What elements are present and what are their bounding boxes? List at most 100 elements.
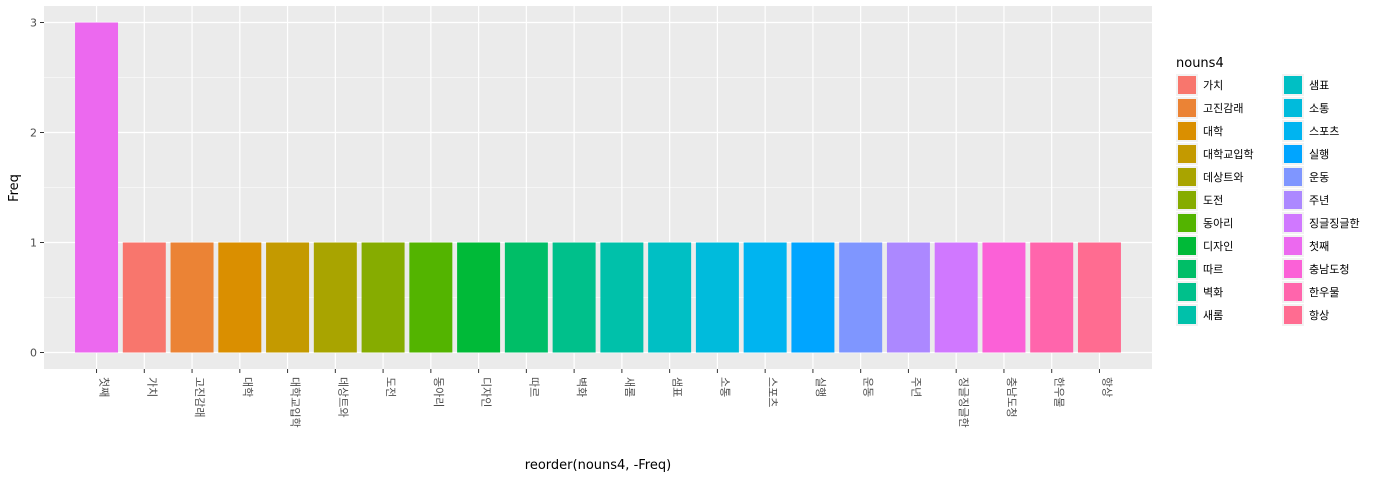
legend-key (1284, 306, 1302, 324)
legend-item-데상트와: 데상트와 (1176, 166, 1243, 188)
bar-실행 (791, 243, 834, 353)
legend-key (1284, 168, 1302, 186)
legend-label: 디자인 (1203, 240, 1233, 253)
legend-key (1284, 214, 1302, 232)
legend-label: 고진감래 (1203, 102, 1243, 115)
x-tick-label: 샘표 (671, 377, 684, 397)
x-tick-label: 충남도청 (1005, 377, 1018, 417)
legend-key (1284, 99, 1302, 117)
legend-key (1284, 237, 1302, 255)
legend-label: 도전 (1203, 194, 1223, 207)
x-tick-label: 소통 (718, 377, 731, 397)
x-tick-label: 실행 (814, 377, 827, 397)
legend-item-디자인: 디자인 (1176, 235, 1233, 257)
x-axis: 첫째 가치 고진감래 대학 대학교입학 데상트와 도전 동아리 디자인 따르 벽화 새롬 샘표 소통 스포츠… (97, 369, 1114, 428)
bar-징글징글한 (935, 243, 978, 353)
legend-item-벽화: 벽화 (1176, 281, 1223, 303)
legend-label: 스포츠 (1309, 125, 1339, 138)
bar-스포츠 (744, 243, 787, 353)
legend-label: 대학 (1203, 125, 1223, 138)
legend-key (1178, 306, 1196, 324)
x-tick-label: 데상트와 (336, 377, 349, 417)
x-tick-label: 스포츠 (766, 377, 779, 407)
y-tick-label: 0 (30, 347, 37, 360)
x-tick-label: 항상 (1100, 377, 1113, 397)
legend-label: 한우물 (1309, 286, 1339, 299)
x-tick-label: 한우물 (1053, 377, 1066, 407)
x-tick-label: 고진감래 (193, 377, 206, 417)
legend-item-가치: 가치 (1176, 74, 1223, 96)
legend-label: 가치 (1203, 79, 1223, 92)
legend-item-따르: 따르 (1176, 258, 1223, 280)
bar-운동 (839, 243, 882, 353)
legend-item-고진감래: 고진감래 (1176, 97, 1243, 119)
bar-디자인 (457, 243, 500, 353)
y-tick-label: 1 (30, 237, 37, 250)
legend-label: 샘표 (1309, 79, 1329, 92)
x-tick-label: 따르 (527, 377, 540, 397)
legend-item-항상: 항상 (1282, 304, 1329, 326)
x-tick-label: 가치 (145, 377, 158, 397)
legend-item-첫째: 첫째 (1282, 235, 1329, 257)
legend-label: 소통 (1309, 102, 1329, 115)
bar-한우물 (1030, 243, 1073, 353)
legend-label: 항상 (1309, 309, 1329, 322)
legend-key (1178, 191, 1196, 209)
legend-label: 데상트와 (1203, 171, 1243, 184)
legend-key (1284, 191, 1302, 209)
bar-소통 (696, 243, 739, 353)
legend-key (1178, 145, 1196, 163)
legend-label: 주년 (1309, 194, 1329, 207)
legend-label: 대학교입학 (1203, 148, 1254, 161)
legend-item-주년: 주년 (1282, 189, 1329, 211)
x-tick-label: 주년 (909, 377, 922, 397)
bar-샘표 (648, 243, 691, 353)
x-tick-label: 운동 (862, 377, 875, 397)
legend-item-스포츠: 스포츠 (1282, 120, 1339, 142)
legend-label: 운동 (1309, 171, 1329, 184)
legend-item-도전: 도전 (1176, 189, 1223, 211)
x-axis-title: reorder(nouns4, -Freq) (525, 458, 671, 473)
x-tick-label: 첫째 (98, 377, 111, 397)
legend-item-실행: 실행 (1282, 143, 1329, 165)
bar-새롬 (600, 243, 643, 353)
x-tick-label: 디자인 (480, 377, 493, 407)
legend-key (1284, 122, 1302, 140)
legend-key (1284, 145, 1302, 163)
legend-key (1284, 283, 1302, 301)
legend-item-운동: 운동 (1282, 166, 1329, 188)
legend-label: 충남도청 (1309, 263, 1349, 276)
bar-동아리 (409, 243, 452, 353)
legend-key (1178, 99, 1196, 117)
x-tick-label: 대학 (241, 377, 254, 397)
x-tick-label: 도전 (384, 377, 397, 397)
legend-key (1178, 168, 1196, 186)
bar-주년 (887, 243, 930, 353)
legend-label: 징글징글한 (1309, 217, 1360, 230)
bar-고진감래 (171, 243, 214, 353)
legend-item-한우물: 한우물 (1282, 281, 1339, 303)
legend-label: 벽화 (1203, 286, 1223, 299)
legend-item-샘표: 샘표 (1282, 74, 1329, 96)
legend-item-대학: 대학 (1176, 120, 1223, 142)
legend-key (1178, 214, 1196, 232)
x-tick-label: 벽화 (575, 377, 588, 397)
legend-label: 따르 (1203, 263, 1223, 276)
x-tick-label: 징글징글한 (957, 377, 970, 428)
legend-key (1284, 260, 1302, 278)
x-tick-label: 동아리 (432, 377, 445, 407)
legend-label: 새롬 (1203, 309, 1223, 322)
bar-대학 (218, 243, 261, 353)
bar-항상 (1078, 243, 1121, 353)
legend-label: 첫째 (1309, 240, 1329, 253)
legend-item-소통: 소통 (1282, 97, 1329, 119)
legend-key (1178, 122, 1196, 140)
legend-key (1284, 76, 1302, 94)
y-tick-label: 2 (30, 127, 37, 140)
legend-key (1178, 283, 1196, 301)
legend-item-징글징글한: 징글징글한 (1282, 212, 1360, 234)
y-axis: 0 1 2 3 (30, 17, 44, 360)
legend-label: 실행 (1309, 148, 1329, 161)
legend-item-대학교입학: 대학교입학 (1176, 143, 1254, 165)
